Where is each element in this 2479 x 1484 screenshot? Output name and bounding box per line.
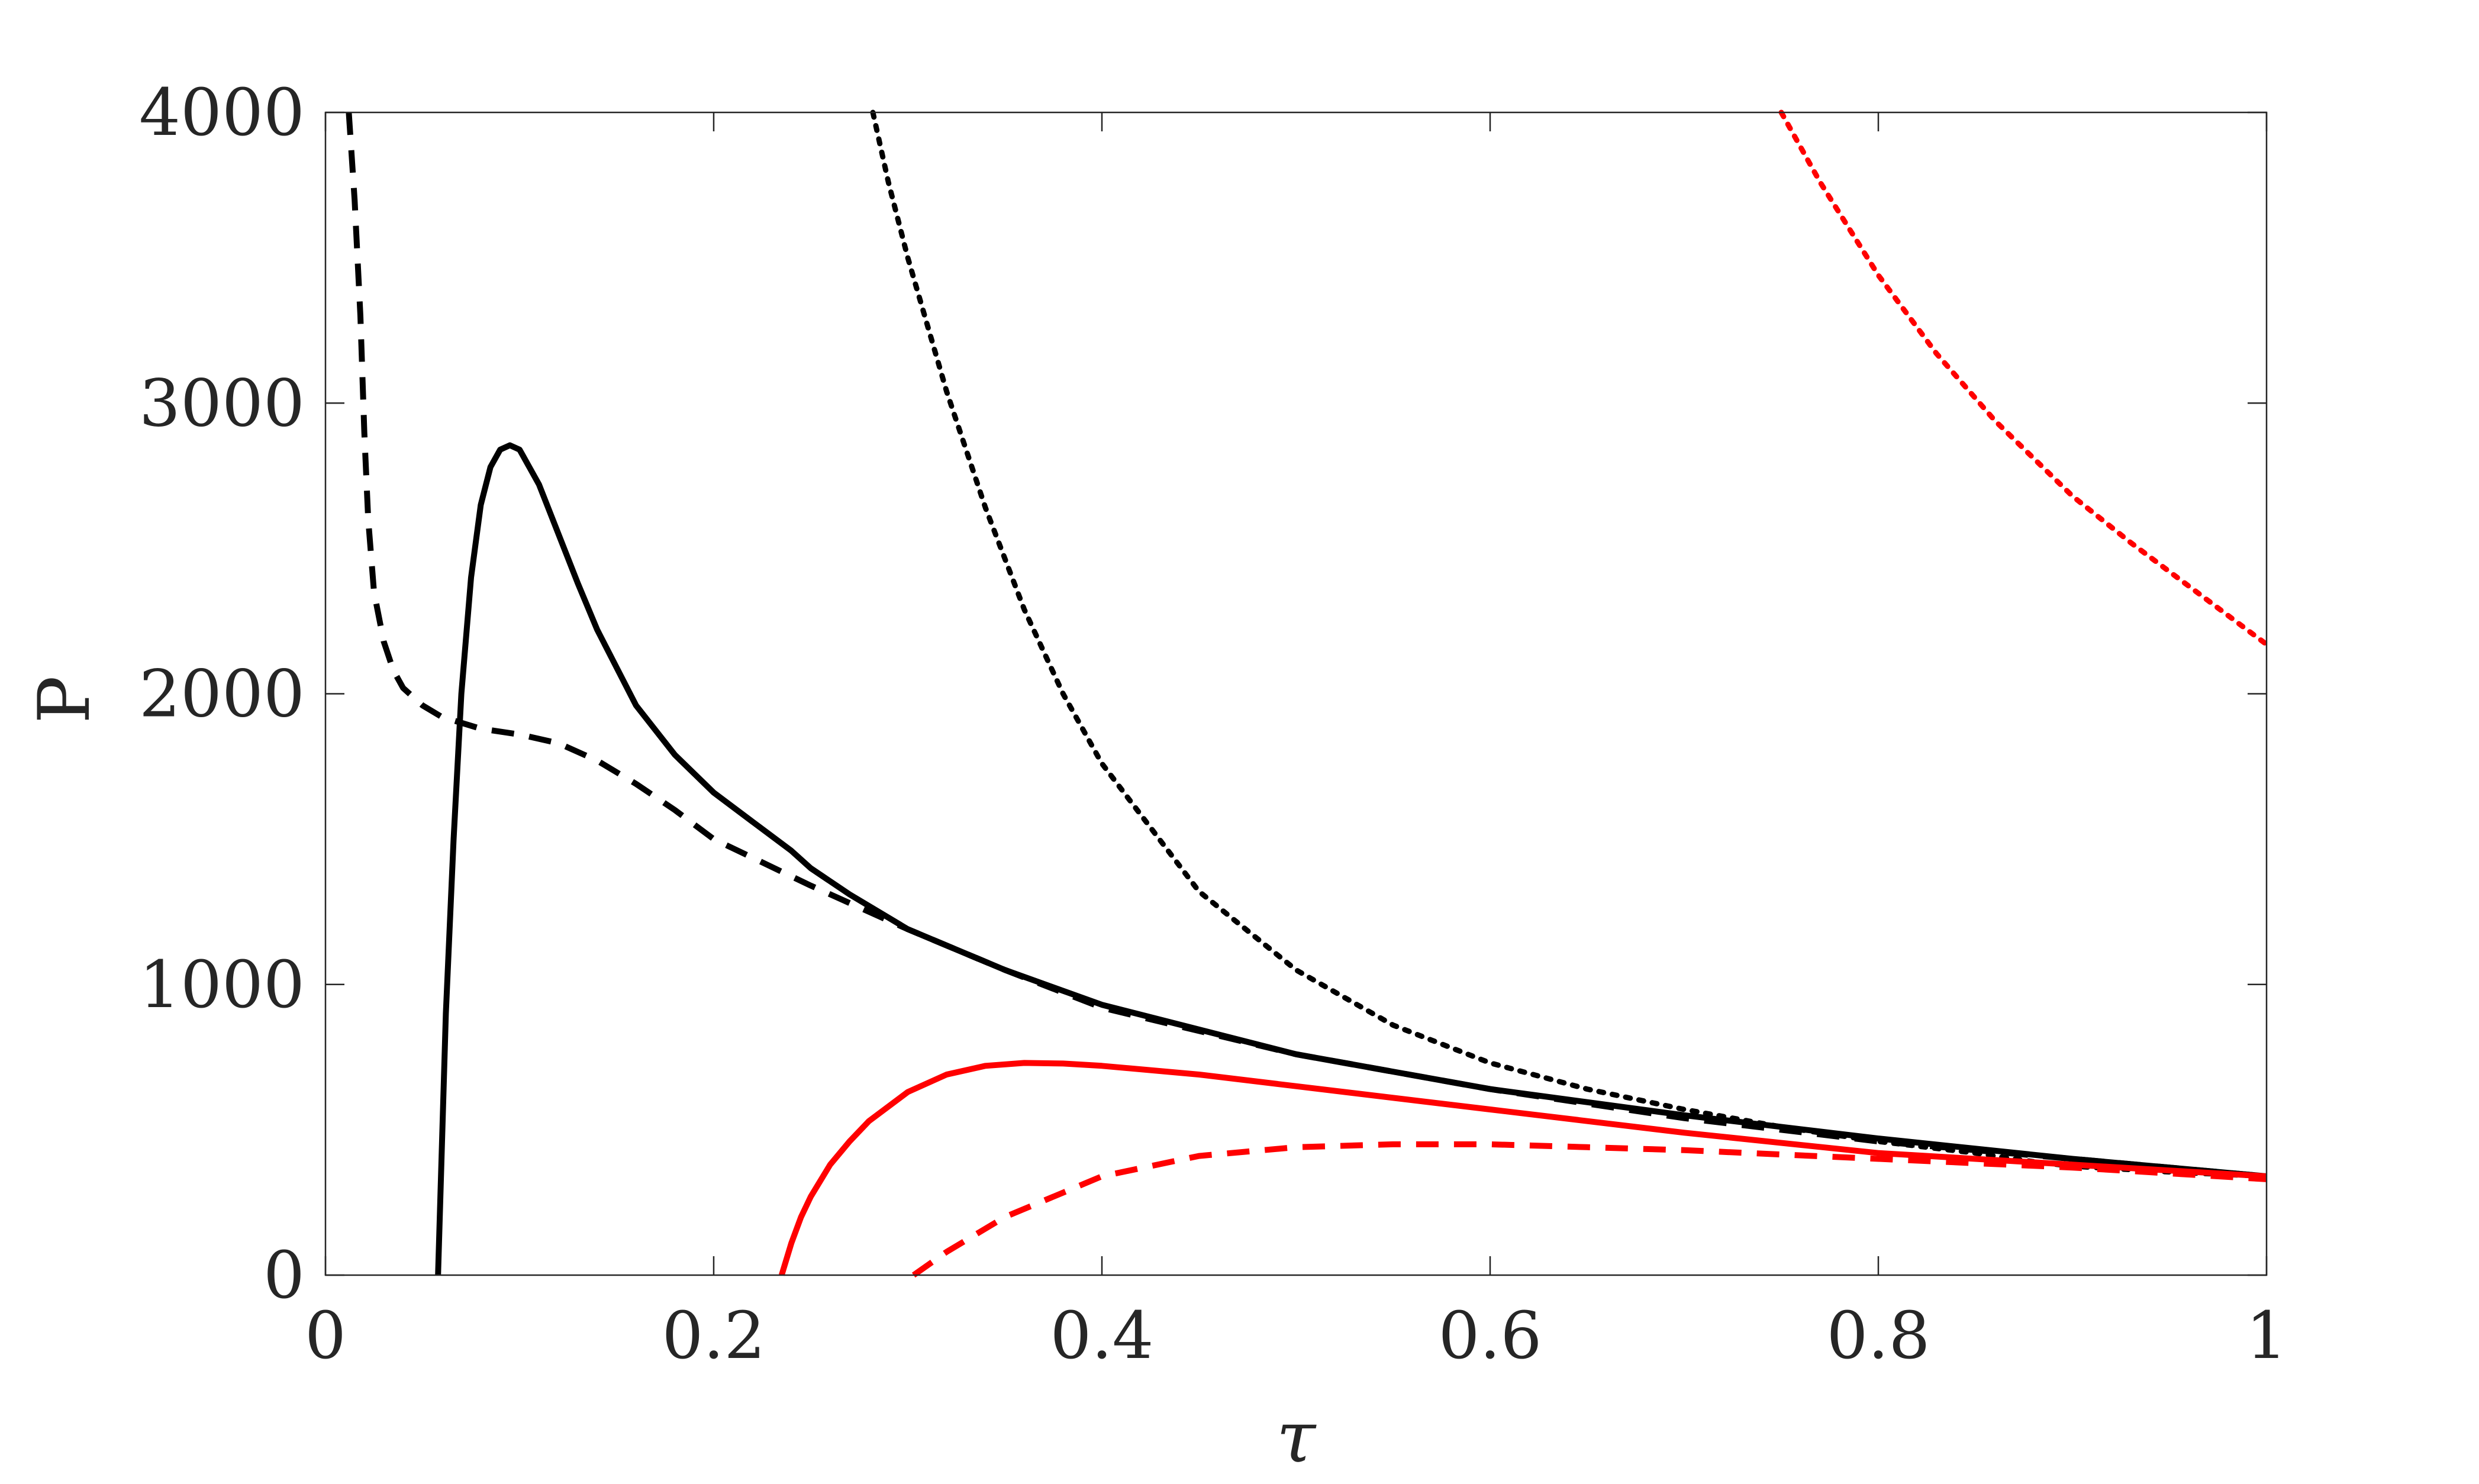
series-layer: [346, 109, 2270, 1278]
y-tick-label: 0: [263, 1237, 305, 1313]
x-tick-label: 0.2: [662, 1298, 766, 1373]
series-line-4-solid: [779, 1060, 2267, 1276]
x-tick-label: 0: [305, 1298, 346, 1373]
x-tick-label: 0.8: [1827, 1298, 1930, 1373]
series-line-5-dashed: [911, 1141, 2267, 1278]
x-tick-label: 0.6: [1439, 1298, 1542, 1373]
y-tick-label: 2000: [139, 656, 305, 732]
x-axis-label: τ: [1276, 1396, 1317, 1479]
x-tick-label: 0.4: [1050, 1298, 1154, 1373]
y-tick-label: 4000: [139, 75, 305, 150]
ticks-layer: [324, 111, 2268, 1276]
series-line-1-solid: [435, 442, 2267, 1276]
y-tick-label: 3000: [139, 365, 305, 441]
tick-labels-layer: 0 0.2 0.4 0.6 0.8 1 0 1000 2000 3000 4000: [139, 75, 2287, 1373]
series-line-2-dashed: [346, 112, 2267, 1179]
x-tick-label: 1: [2246, 1298, 2287, 1373]
y-axis-label: P: [24, 676, 106, 724]
y-tick-label: 1000: [139, 947, 305, 1022]
